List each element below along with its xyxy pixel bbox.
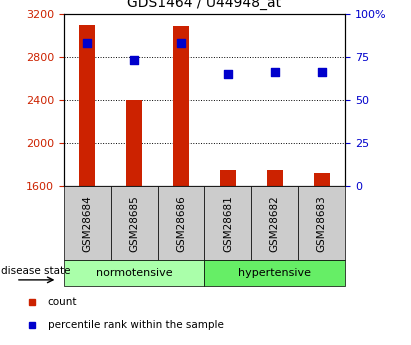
Text: GSM28684: GSM28684 [82, 195, 92, 252]
Bar [298, 186, 345, 260]
Point [131, 58, 137, 63]
Bar [79, 24, 95, 186]
Text: GSM28681: GSM28681 [223, 195, 233, 252]
Bar [111, 186, 157, 260]
Bar [173, 26, 189, 186]
Bar [157, 186, 205, 260]
Title: GDS1464 / U44948_at: GDS1464 / U44948_at [127, 0, 282, 10]
Bar [126, 100, 142, 186]
Point [272, 70, 278, 75]
Bar [64, 260, 204, 286]
Text: GSM28686: GSM28686 [176, 195, 186, 252]
Text: hypertensive: hypertensive [238, 268, 312, 278]
Bar [252, 186, 298, 260]
Point [319, 70, 325, 75]
Text: percentile rank within the sample: percentile rank within the sample [48, 320, 224, 330]
Text: GSM28685: GSM28685 [129, 195, 139, 252]
Text: count: count [48, 297, 77, 307]
Bar [314, 173, 330, 186]
Point [225, 71, 231, 77]
Point [178, 40, 184, 46]
Bar [267, 170, 283, 186]
Bar [64, 186, 111, 260]
Text: GSM28683: GSM28683 [317, 195, 327, 252]
Text: GSM28682: GSM28682 [270, 195, 280, 252]
Bar [220, 170, 236, 186]
Text: disease state: disease state [1, 266, 71, 276]
Point [84, 40, 90, 46]
Text: normotensive: normotensive [96, 268, 172, 278]
Bar [205, 260, 345, 286]
Bar [205, 186, 252, 260]
